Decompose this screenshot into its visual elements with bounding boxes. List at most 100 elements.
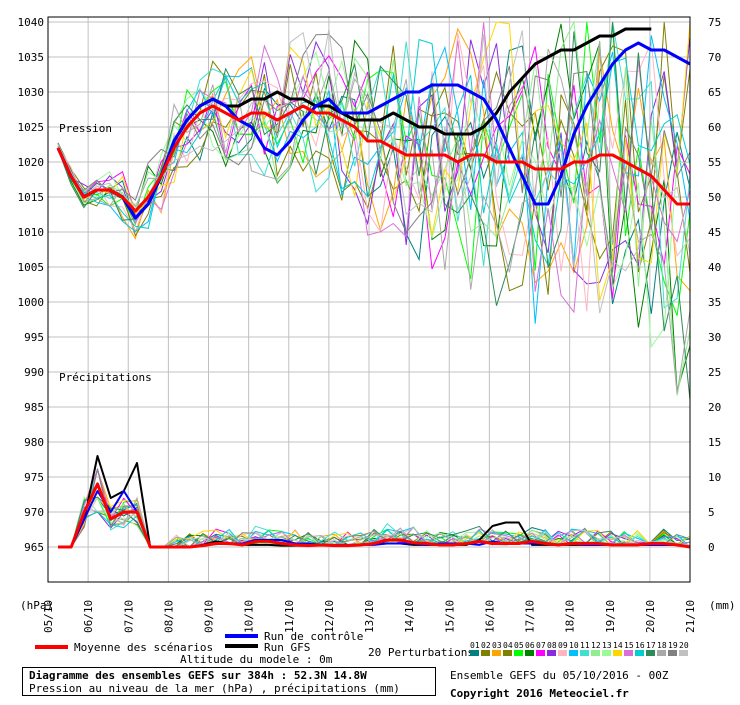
perturbation-line xyxy=(57,32,691,312)
perturbation-number: 19 xyxy=(668,641,678,650)
perturbation-number: 17 xyxy=(646,641,656,650)
perturbation-swatch xyxy=(635,650,644,656)
perturbation-line xyxy=(57,35,691,324)
perturbation-swatch xyxy=(591,650,600,656)
perturbation-number: 20 xyxy=(679,641,689,650)
right-tick-label: 10 xyxy=(708,471,721,484)
right-tick-label: 50 xyxy=(708,191,721,204)
left-tick-label: 970 xyxy=(24,506,44,519)
right-tick-label: 55 xyxy=(708,156,721,169)
x-tick-label: 09/10 xyxy=(203,600,216,633)
perturbation-swatch xyxy=(470,650,479,656)
left-tick-label: 985 xyxy=(24,401,44,414)
left-tick-label: 1015 xyxy=(18,191,45,204)
x-tick-label: 20/10 xyxy=(644,600,657,633)
footer-run-info: Ensemble GEFS du 05/10/2016 - 00Z xyxy=(450,669,669,682)
left-tick-label: 1020 xyxy=(18,156,45,169)
left-tick-label: 1035 xyxy=(18,51,45,64)
left-tick-label: 975 xyxy=(24,471,44,484)
right-tick-label: 25 xyxy=(708,366,721,379)
legend-gfs-label: Run GFS xyxy=(264,641,310,654)
x-tick-label: 08/10 xyxy=(162,600,175,633)
perturbation-number: 09 xyxy=(558,641,568,650)
perturbation-line xyxy=(57,22,691,314)
legend-perturbations-label: 20 Perturbations xyxy=(368,646,474,659)
x-tick-label: 10/10 xyxy=(243,600,256,633)
perturbation-swatch xyxy=(558,650,567,656)
perturbation-line xyxy=(57,29,691,314)
right-tick-label: 15 xyxy=(708,436,721,449)
left-tick-label: 1010 xyxy=(18,226,45,239)
footer-title: Diagramme des ensembles GEFS sur 384h : … xyxy=(29,669,367,682)
left-tick-label: 965 xyxy=(24,541,44,554)
right-tick-label: 20 xyxy=(708,401,721,414)
perturbation-number: 01 xyxy=(470,641,480,650)
right-tick-label: 75 xyxy=(708,16,721,29)
perturbation-line xyxy=(57,35,691,285)
right-tick-label: 30 xyxy=(708,331,721,344)
main-series-lines xyxy=(56,27,691,549)
right-tick-label: 5 xyxy=(708,506,715,519)
perturbation-number: 11 xyxy=(580,641,590,650)
footer-subtitle: Pression au niveau de la mer (hPa) , pré… xyxy=(29,682,400,695)
right-tick-label: 35 xyxy=(708,296,721,309)
perturbation-swatch xyxy=(646,650,655,656)
left-tick-label: 980 xyxy=(24,436,44,449)
perturbation-swatch xyxy=(525,650,534,656)
x-tick-label: 11/10 xyxy=(283,600,296,633)
perturbation-swatch xyxy=(602,650,611,656)
legend-control-label: Run de contrôle xyxy=(264,630,363,643)
perturbation-swatch xyxy=(657,650,666,656)
mean-precip-line xyxy=(58,482,691,549)
perturbation-lines xyxy=(57,20,691,548)
perturbation-number: 10 xyxy=(569,641,579,650)
footer-right: Ensemble GEFS du 05/10/2016 - 00Z Copyri… xyxy=(450,667,669,703)
perturbation-swatch xyxy=(481,650,490,656)
x-tick-label: 15/10 xyxy=(443,600,456,633)
left-tick-label: 1005 xyxy=(18,261,45,274)
mean-pressure-line xyxy=(56,104,690,213)
footer-title-box: Diagramme des ensembles GEFS sur 384h : … xyxy=(22,667,436,696)
pressure-panel-label: Pression xyxy=(59,122,112,135)
left-tick-label: 1000 xyxy=(18,296,45,309)
legend-mean-label: Moyenne des scénarios xyxy=(74,641,213,654)
perturbation-swatch xyxy=(547,650,556,656)
perturbation-line xyxy=(57,33,691,273)
perturbation-number: 12 xyxy=(591,641,601,650)
x-tick-label: 19/10 xyxy=(604,600,617,633)
perturbation-line xyxy=(57,21,691,401)
left-tick-label: 1025 xyxy=(18,121,45,134)
perturbation-swatch xyxy=(679,650,688,656)
left-tick-label: 995 xyxy=(24,331,44,344)
plot-frame xyxy=(47,16,691,583)
perturbation-legend: 01 02 03 04 05 06 07 08 09 10 11 12 13 14 15 16 17 18 19 20 xyxy=(470,641,689,656)
perturbation-swatch xyxy=(569,650,578,656)
precip-panel-label: Précipitations xyxy=(59,371,152,384)
right-tick-label: 65 xyxy=(708,86,721,99)
perturbation-number: 18 xyxy=(657,641,667,650)
right-tick-label: 70 xyxy=(708,51,721,64)
left-tick-label: 1030 xyxy=(18,86,45,99)
perturbation-number: 14 xyxy=(613,641,623,650)
perturbation-number: 08 xyxy=(547,641,557,650)
perturbation-swatch xyxy=(668,650,677,656)
x-tick-label: 17/10 xyxy=(524,600,537,633)
perturbation-swatch xyxy=(492,650,501,656)
left-axis-ticks: 1040 1035 1030 1025 1020 1015 1010 1005 1000 995 9… xyxy=(18,16,45,554)
x-tick-label: 05/10 xyxy=(42,600,55,633)
perturbation-number: 05 xyxy=(514,641,524,650)
footer-copyright: Copyright 2016 Meteociel.fr xyxy=(450,687,629,700)
perturbation-number: 16 xyxy=(635,641,645,650)
x-tick-label: 21/10 xyxy=(684,600,697,633)
x-tick-label: 06/10 xyxy=(82,600,95,633)
left-tick-label: 1040 xyxy=(18,16,45,29)
x-tick-label: 18/10 xyxy=(564,600,577,633)
perturbation-swatch xyxy=(536,650,545,656)
x-tick-label: 14/10 xyxy=(403,600,416,633)
perturbation-number: 07 xyxy=(536,641,546,650)
x-tick-label: 12/10 xyxy=(323,600,336,633)
perturbation-number: 02 xyxy=(481,641,491,650)
right-tick-label: 0 xyxy=(708,541,715,554)
x-axis-ticks: 05/10 06/10 07/10 08/10 09/10 10/10 11/10 12/10… xyxy=(42,600,697,633)
